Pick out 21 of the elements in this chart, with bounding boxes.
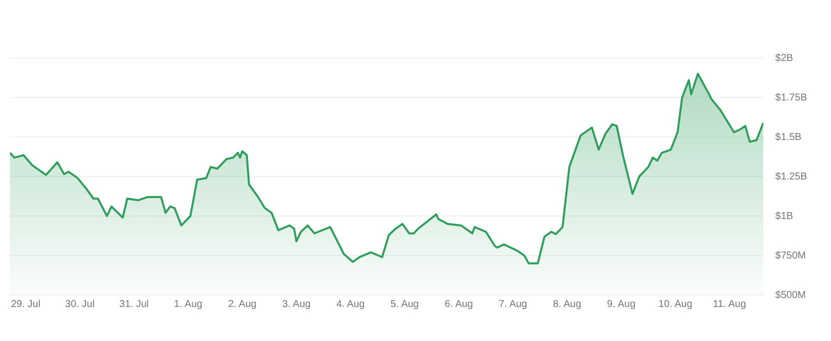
y-tick-label: $1.5B: [775, 132, 802, 143]
x-tick-label: 29. Jul: [10, 298, 40, 310]
x-tick-label: 6. Aug: [444, 298, 473, 310]
y-tick-label: $500M: [775, 290, 806, 301]
x-tick-label: 2. Aug: [228, 298, 256, 310]
x-tick-label: 7. Aug: [498, 298, 528, 310]
y-tick-label: $2B: [775, 52, 794, 64]
x-tick-label: 3. Aug: [282, 298, 311, 310]
x-tick-label: 11. Aug: [712, 298, 746, 310]
x-tick-label: 30. Jul: [65, 298, 95, 310]
x-tick-label: 4. Aug: [336, 298, 365, 310]
x-tick-label: 8. Aug: [552, 298, 582, 310]
y-tick-label: $1.75B: [775, 92, 808, 104]
x-tick-label: 1. Aug: [174, 298, 202, 310]
x-tick-label: 9. Aug: [607, 298, 636, 310]
y-tick-label: $1.25B: [775, 171, 808, 182]
y-tick-label: $750M: [775, 250, 806, 262]
x-tick-label: 5. Aug: [390, 298, 419, 310]
y-tick-label: $1B: [775, 210, 794, 222]
x-tick-label: 31. Jul: [119, 298, 149, 310]
x-tick-label: 10. Aug: [658, 298, 692, 310]
